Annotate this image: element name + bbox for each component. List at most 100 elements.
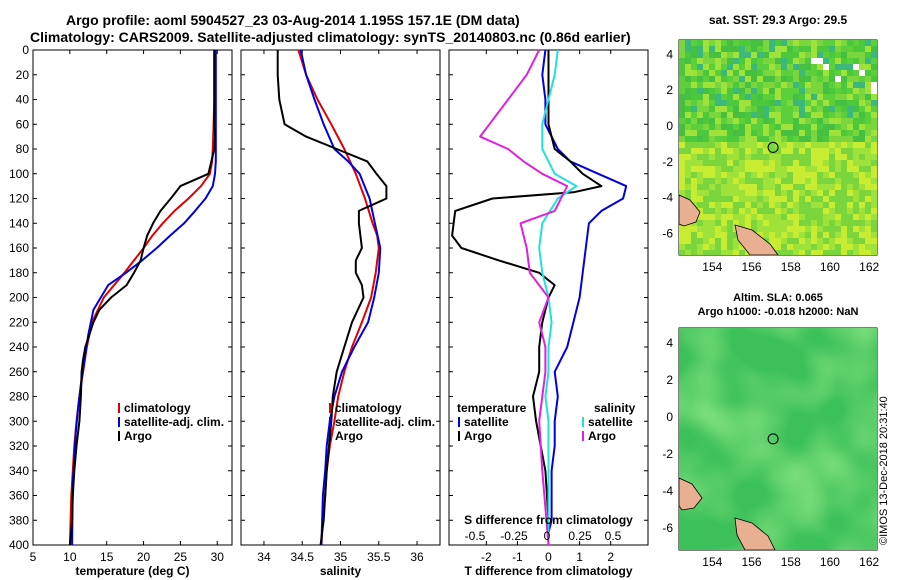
- sst-map-title: sat. SST: 29.3 Argo: 29.5: [709, 13, 848, 27]
- sla-map-y-tick-label: 0: [666, 410, 673, 424]
- x-tick-label: 10: [63, 550, 77, 564]
- y-tick-label: 380: [9, 513, 29, 527]
- sst-map-y-tick-label: -2: [662, 155, 673, 169]
- sla-map-x-tick-label: 158: [781, 555, 801, 569]
- legend-argo: Argo: [335, 429, 363, 443]
- legend-s-satellite: satellite: [588, 415, 633, 429]
- y-tick-label: 280: [9, 390, 29, 404]
- series-line: [68, 50, 216, 546]
- legend-t-argo: Argo: [464, 429, 492, 443]
- salinity-diff-tick-label: 0: [544, 529, 551, 543]
- figure-title-line2: Climatology: CARS2009. Satellite-adjuste…: [30, 29, 631, 45]
- y-tick-label: 240: [9, 340, 29, 354]
- legend-satellite-adj: satellite-adj. clim.: [124, 415, 224, 429]
- y-tick-label: 20: [16, 68, 30, 82]
- y-tick-label: 180: [9, 266, 29, 280]
- x-tick-label: 15: [100, 550, 114, 564]
- sst-map-x-tick-label: 160: [820, 260, 840, 274]
- sla-map-x-tick-label: 162: [859, 555, 879, 569]
- y-tick-label: 100: [9, 167, 29, 181]
- x-tick-label: 25: [174, 550, 188, 564]
- series-line: [451, 50, 603, 545]
- salinity-axis-label: salinity: [320, 564, 362, 578]
- salinity-diff-tick-label: 0.25: [568, 529, 592, 543]
- sst-argo-marker: [767, 141, 779, 153]
- sla-map-y-tick-label: 2: [666, 373, 673, 387]
- series-line: [297, 49, 380, 546]
- salinity-diff-axis-label: S difference from climatology: [464, 513, 633, 527]
- sst-map-field: [679, 40, 877, 255]
- y-tick-label: 200: [9, 291, 29, 305]
- temperature-axis-label: temperature (deg C): [75, 564, 189, 578]
- sla-map-title-line2: Argo h1000: -0.018 h2000: NaN: [698, 306, 859, 318]
- temperature-panel-frame: [32, 49, 233, 546]
- sst-map-x-tick-label: 162: [859, 260, 879, 274]
- legend-t-satellite: satellite: [464, 415, 509, 429]
- series-line: [299, 49, 382, 546]
- x-tick-label: 35.5: [367, 550, 391, 564]
- x-tick-label: 1: [576, 550, 583, 564]
- sla-land-1: [679, 477, 703, 511]
- sst-map-x-tick-label: 158: [781, 260, 801, 274]
- sla-map-x-tick-label: 154: [702, 555, 722, 569]
- series-line: [68, 50, 216, 546]
- sst-land-1: [679, 194, 701, 227]
- sla-map-y-tick-label: 4: [666, 336, 673, 350]
- legend-salinity-header: salinity: [594, 401, 636, 415]
- x-tick-label: 20: [137, 550, 151, 564]
- x-tick-label: 5: [30, 550, 37, 564]
- x-tick-label: 35: [334, 550, 348, 564]
- legend-satellite-adj: satellite-adj. clim.: [335, 415, 435, 429]
- legend-argo: Argo: [124, 429, 152, 443]
- y-tick-label: 40: [16, 93, 30, 107]
- timestamp-stamp: ©IMOS 13-Dec-2018 20:31:40: [878, 396, 890, 545]
- x-tick-label: 36: [410, 550, 424, 564]
- sst-map-x-tick-label: 156: [742, 260, 762, 274]
- figure-title-line1: Argo profile: aoml 5904527_23 03-Aug-201…: [66, 12, 520, 28]
- legend-temperature-header: temperature: [457, 401, 527, 415]
- legend-s-argo: Argo: [588, 429, 616, 443]
- sla-map-y-tick-label: -6: [662, 521, 673, 535]
- difference-axis-label: T difference from climatology: [464, 564, 632, 578]
- x-tick-label: 34: [257, 550, 271, 564]
- y-tick-label: 60: [16, 117, 30, 131]
- x-tick-label: 2: [607, 550, 614, 564]
- y-tick-label: 400: [9, 538, 29, 552]
- sst-map: [679, 40, 877, 255]
- salinity-diff-tick-label: -0.5: [465, 529, 486, 543]
- y-tick-label: 160: [9, 241, 29, 255]
- sla-map-y-tick-label: -4: [662, 484, 673, 498]
- salinity-panel-frame: [240, 49, 441, 546]
- sst-map-y-tick-label: -4: [662, 191, 673, 205]
- sst-map-x-tick-label: 154: [702, 260, 722, 274]
- sst-map-y-tick-label: 0: [666, 119, 673, 133]
- sla-argo-marker: [767, 433, 779, 445]
- y-tick-label: 0: [22, 43, 29, 57]
- y-tick-label: 220: [9, 315, 29, 329]
- y-tick-label: 340: [9, 464, 29, 478]
- sst-map-y-tick-label: 4: [666, 47, 673, 61]
- sla-map-title-line1: Altim. SLA: 0.065: [733, 292, 823, 304]
- y-tick-label: 260: [9, 365, 29, 379]
- x-tick-label: 34.5: [291, 550, 315, 564]
- salinity-diff-tick-label: -0.25: [500, 529, 528, 543]
- sst-map-y-tick-label: 2: [666, 83, 673, 97]
- sla-map-x-tick-label: 160: [820, 555, 840, 569]
- legend-climatology: climatology: [124, 401, 191, 415]
- x-tick-label: -2: [481, 550, 492, 564]
- x-tick-label: -1: [512, 550, 523, 564]
- y-tick-label: 320: [9, 439, 29, 453]
- legend-climatology: climatology: [335, 401, 402, 415]
- series-line: [479, 49, 569, 546]
- y-tick-label: 300: [9, 414, 29, 428]
- y-tick-label: 120: [9, 192, 29, 206]
- series-line: [71, 50, 217, 546]
- x-tick-label: 30: [211, 550, 225, 564]
- salinity-diff-tick-label: 0.5: [605, 529, 622, 543]
- sla-map: [679, 328, 877, 550]
- y-tick-label: 140: [9, 216, 29, 230]
- series-line: [538, 49, 578, 545]
- sst-land-2: [734, 224, 779, 255]
- y-tick-label: 80: [16, 142, 30, 156]
